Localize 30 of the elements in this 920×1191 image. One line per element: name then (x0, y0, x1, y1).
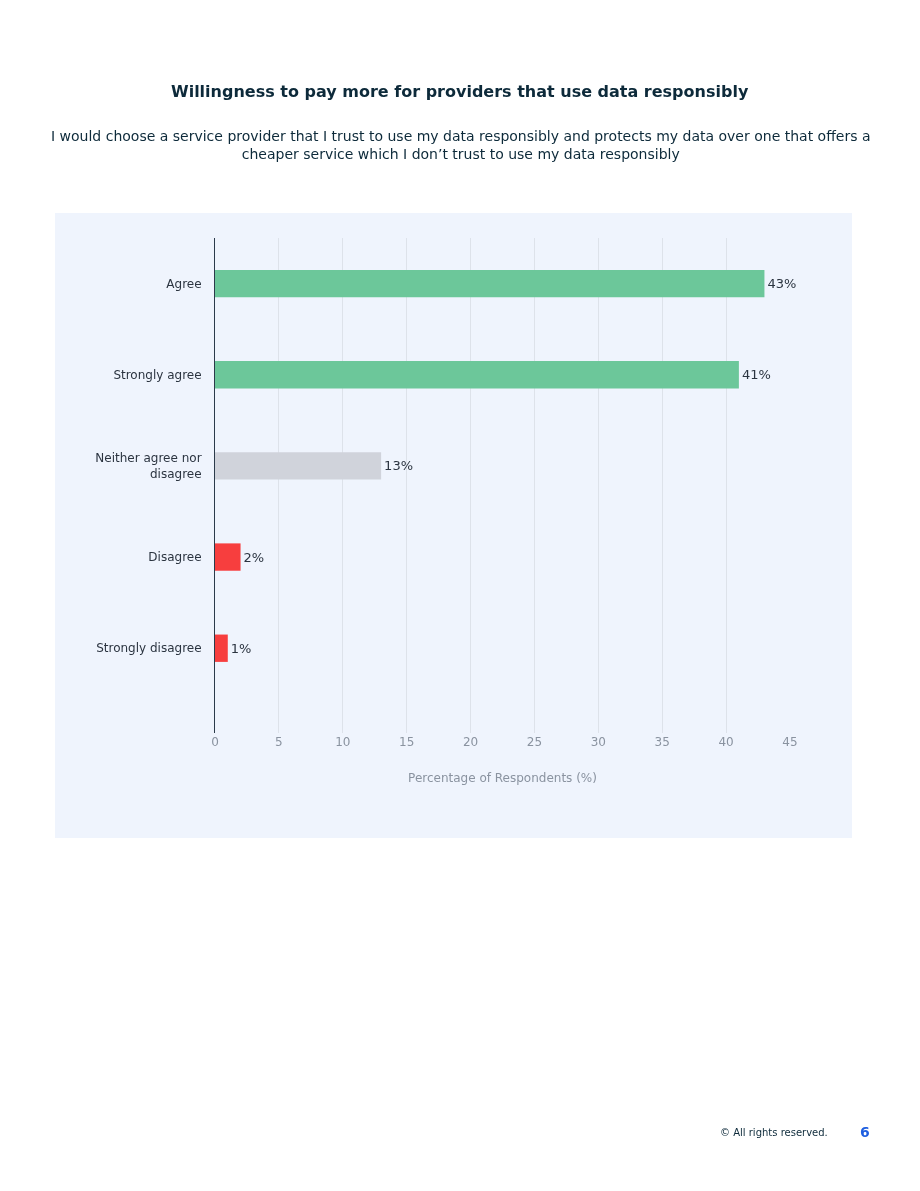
bar (215, 543, 241, 571)
x-tick-label: 20 (462, 735, 479, 749)
x-tick-label: 10 (335, 735, 351, 749)
x-tick-label: 30 (590, 735, 606, 749)
chart-subtitle: I would choose a service provider that I trust to use my data responsibly and protects my data over one that offers a cheaper service which I don’t trust to use my data responsibly (51, 128, 871, 163)
bar (215, 269, 765, 298)
y-tick-label: Strongly agree (113, 367, 202, 382)
y-tick-label: Disagree (148, 550, 202, 565)
x-tick-label: 25 (526, 735, 543, 749)
text: 6 (860, 1124, 870, 1140)
data-label: 2% (243, 549, 265, 565)
y-tick-label: Agree (166, 276, 202, 291)
bar (215, 634, 228, 662)
x-axis-title: Percentage of Respondents (%) (408, 770, 597, 785)
bar (215, 361, 739, 389)
x-tick-label: 15 (399, 735, 415, 749)
text: © All rights reserved. (720, 1127, 828, 1138)
bar (215, 452, 382, 480)
x-tick-label: 5 (275, 735, 283, 749)
x-tick-label: 40 (718, 735, 734, 749)
data-label: 43% (767, 276, 797, 292)
chart-title: Willingness to pay more for providers that use data responsibly (171, 82, 749, 101)
data-label: 13% (384, 458, 414, 474)
x-tick-label: 0 (211, 735, 219, 749)
y-tick-label: Strongly disagree (96, 641, 202, 656)
x-tick-label: 45 (782, 735, 798, 749)
data-label: 1% (230, 640, 252, 656)
x-tick-label: 35 (654, 735, 670, 749)
y-tick-label: Neither agree nor disagree (95, 451, 202, 481)
data-label: 41% (741, 367, 771, 383)
